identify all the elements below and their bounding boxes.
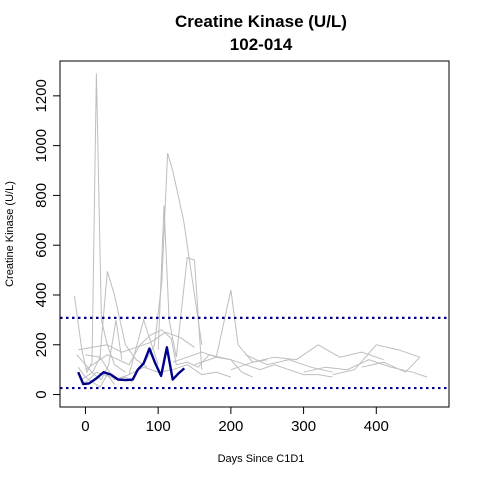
background-series-line-10 [303,359,428,378]
background-series-line-1 [76,319,123,381]
background-series-line-0 [74,73,126,374]
y-axis: 0 200 400 600 800 1000 1200 [33,79,61,399]
y-tick-label-2: 400 [33,282,50,307]
x-axis: 0 100 200 300 400 [81,406,389,435]
y-tick-label-4: 800 [33,183,50,208]
y-tick-label-1: 200 [33,332,50,357]
background-series-line-14 [85,318,159,381]
chart-subtitle: 102-014 [230,35,293,54]
background-series-group [74,73,428,388]
chart-title: Creatine Kinase (U/L) [175,12,347,31]
background-series-line-9 [230,344,384,371]
y-tick-label-3: 600 [33,233,50,258]
x-axis-label: Days Since C1D1 [218,453,305,465]
y-tick-label-6: 1200 [33,79,50,112]
plot-area [59,60,450,408]
background-series-line-15 [77,366,115,388]
background-series-line-16 [128,364,232,378]
x-tick-label-1: 100 [146,418,171,435]
background-series-line-12 [361,356,421,373]
y-tick-label-5: 1000 [33,129,50,162]
background-series-line-17 [245,354,333,373]
x-tick-label-0: 0 [81,418,89,435]
y-tick-label-0: 0 [33,390,50,398]
x-tick-label-3: 300 [291,418,316,435]
highlight-series-line-0 [77,346,186,386]
background-series-line-2 [81,271,148,381]
y-axis-label: Creatine Kinase (U/L) [4,181,16,287]
x-tick-label-4: 400 [364,418,389,435]
highlight-series-group [77,346,186,386]
background-series-line-7 [172,351,333,378]
reference-lines-group [60,316,449,390]
background-series-line-4 [143,152,203,365]
x-tick-label-2: 200 [218,418,243,435]
background-series-line-13 [81,371,133,386]
background-series-line-11 [332,344,421,376]
background-series-line-5 [157,205,203,370]
